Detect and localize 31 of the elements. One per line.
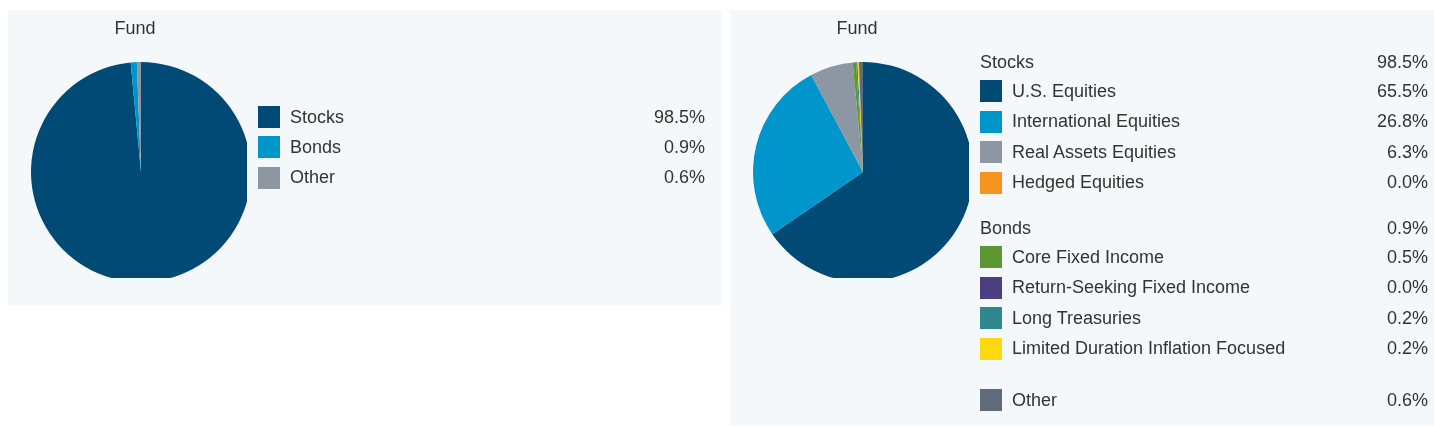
chart-title: Fund (113, 18, 157, 39)
data-label: 6.3% (1386, 141, 1428, 163)
data-label: 0.2% (1386, 307, 1428, 329)
data-label: 26.8% (1376, 111, 1428, 133)
legend-label: Core Fixed Income (1012, 246, 1165, 268)
text: Stocks (980, 51, 1035, 73)
data-label: 0.6% (663, 167, 705, 189)
legend-label: Other (1012, 389, 1058, 411)
data-label: 0.9% (663, 136, 705, 158)
legend-label: U.S. Equities (1012, 80, 1117, 102)
text: Bonds (980, 217, 1032, 239)
data-label: 0.5% (1386, 246, 1428, 268)
legend-label: Limited Duration Inflation Focused (1012, 338, 1286, 360)
data-label: 98.5% (653, 106, 705, 128)
data-label: 0.2% (1386, 338, 1428, 360)
legend-label: Return-Seeking Fixed Income (1012, 277, 1251, 299)
data-label: 0.6% (1386, 389, 1428, 411)
chart-title: Fund (835, 18, 879, 39)
legend-label: Other (290, 167, 336, 189)
text: 0.9% (1386, 217, 1428, 239)
text: 98.5% (1376, 51, 1428, 73)
legend-label: Bonds (290, 136, 342, 158)
legend-label: International Equities (1012, 111, 1181, 133)
legend-label: Hedged Equities (1012, 172, 1145, 194)
text: 0.0% (1386, 172, 1428, 193)
legend-label: Long Treasuries (1012, 307, 1142, 329)
legend-label: Real Assets Equities (1012, 141, 1177, 163)
text: 0.0% (1386, 277, 1428, 298)
pie-slice (811, 62, 863, 172)
legend-label: Stocks (290, 106, 345, 128)
data-label: 65.5% (1376, 80, 1428, 102)
